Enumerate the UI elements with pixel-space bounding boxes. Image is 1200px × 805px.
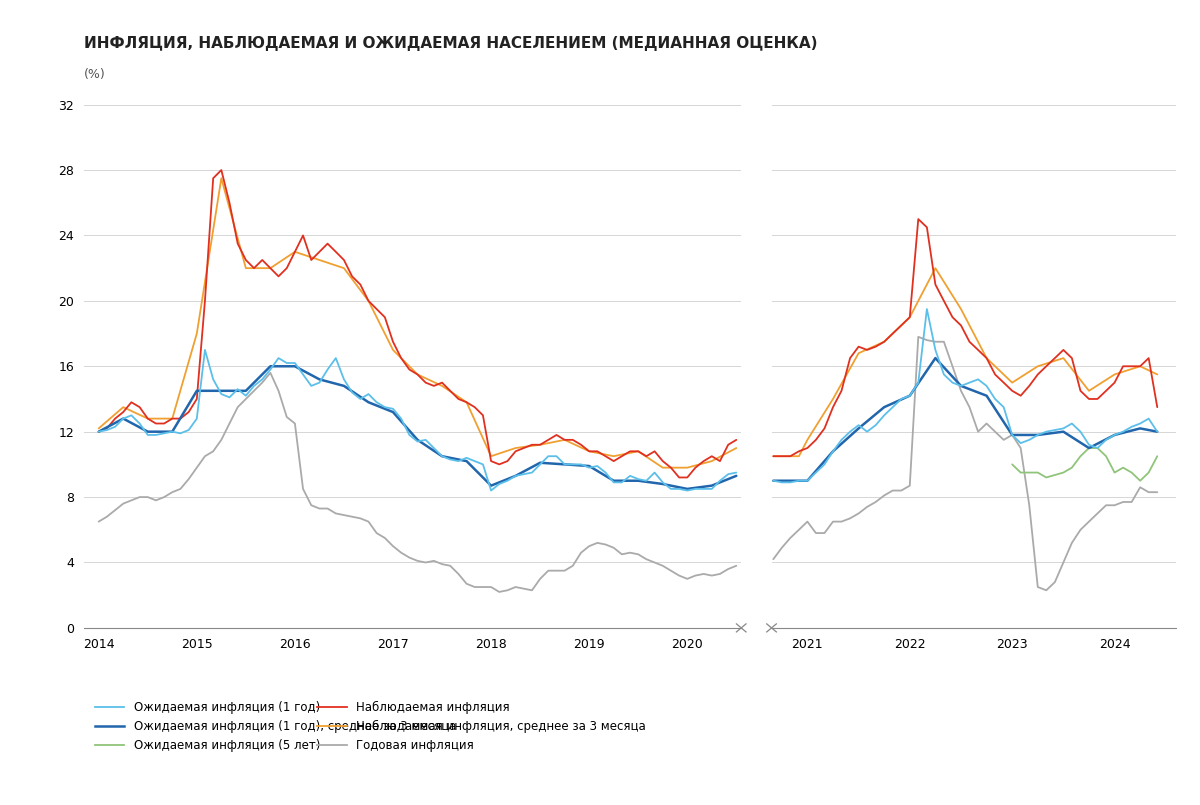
- Text: ИНФЛЯЦИЯ, НАБЛЮДАЕМАЯ И ОЖИДАЕМАЯ НАСЕЛЕНИЕМ (МЕДИАННАЯ ОЦЕНКА): ИНФЛЯЦИЯ, НАБЛЮДАЕМАЯ И ОЖИДАЕМАЯ НАСЕЛЕ…: [84, 36, 817, 52]
- Text: (%): (%): [84, 68, 106, 81]
- Legend: Ожидаемая инфляция (1 год), Ожидаемая инфляция (1 год), среднее за 3 месяца, Ожи: Ожидаемая инфляция (1 год), Ожидаемая ин…: [90, 696, 461, 757]
- Legend: Наблюдаемая инфляция, Наблюдаемая инфляция, среднее за 3 месяца, Годовая инфляци: Наблюдаемая инфляция, Наблюдаемая инфляц…: [312, 696, 650, 757]
